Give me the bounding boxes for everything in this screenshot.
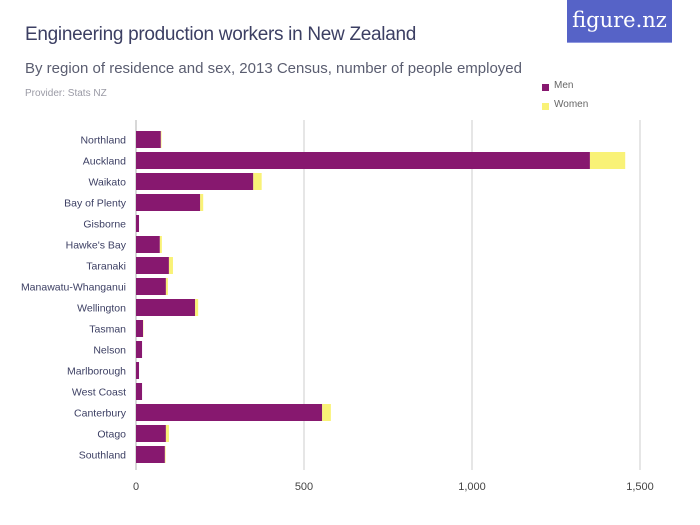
provider-text: Provider: Stats NZ [25,88,107,99]
chart-title: Engineering production workers in New Ze… [25,24,417,45]
bar-men [136,362,140,379]
bar-men [136,425,166,442]
category-label: Waikato [88,177,126,189]
bar-women [195,299,199,316]
legend-item-men: Men [542,76,588,95]
bar-men [136,383,143,400]
category-label: Taranaki [86,261,126,273]
bar-women [589,152,626,169]
bar-women [253,173,262,190]
legend-item-women: Women [542,95,588,114]
x-tick-label: 0 [133,481,139,493]
figure-nz-logo[interactable]: figure.nz [567,0,672,43]
bar-men [136,236,160,253]
category-label: Gisborne [83,219,126,231]
category-label: Otago [97,429,126,441]
category-label: Southland [79,450,126,462]
bar-men [136,320,144,337]
chart-subtitle: By region of residence and sex, 2013 Cen… [25,60,522,77]
category-label: Hawke's Bay [66,240,127,252]
legend-label-women: Women [554,99,589,110]
category-label: Canterbury [74,408,127,420]
bar-men [136,173,254,190]
bar-women [159,236,162,253]
legend-label-men: Men [554,80,574,91]
x-tick-label: 1,500 [626,481,654,493]
category-label: Wellington [77,303,126,315]
legend: Men Women [542,76,588,114]
bar-women [160,131,162,148]
bar-men [136,152,590,169]
bar-men [136,257,169,274]
category-label: Auckland [83,156,126,168]
bar-men [136,404,323,421]
category-label: Tasman [89,324,126,336]
bar-women [200,194,204,211]
x-tick-label: 1,000 [458,481,486,493]
bar-women [165,278,168,295]
bar-women [168,257,173,274]
category-label: Northland [80,135,126,147]
bar-women [322,404,331,421]
legend-swatch-women [542,103,549,110]
category-label: Bay of Plenty [64,198,127,210]
x-tick-label: 500 [295,481,313,493]
bar-men [136,299,196,316]
bar-men [136,446,165,463]
bar-men [136,194,201,211]
bar-men [136,278,166,295]
legend-swatch-men [542,84,549,91]
bar-men [136,131,161,148]
bar-women [165,425,169,442]
category-label: Nelson [93,345,126,357]
category-label: West Coast [72,387,126,399]
category-label: Manawatu-Whanganui [21,282,126,294]
category-label: Marlborough [67,366,126,378]
bar-men [136,341,143,358]
bar-women [164,446,166,463]
bar-men [136,215,140,232]
